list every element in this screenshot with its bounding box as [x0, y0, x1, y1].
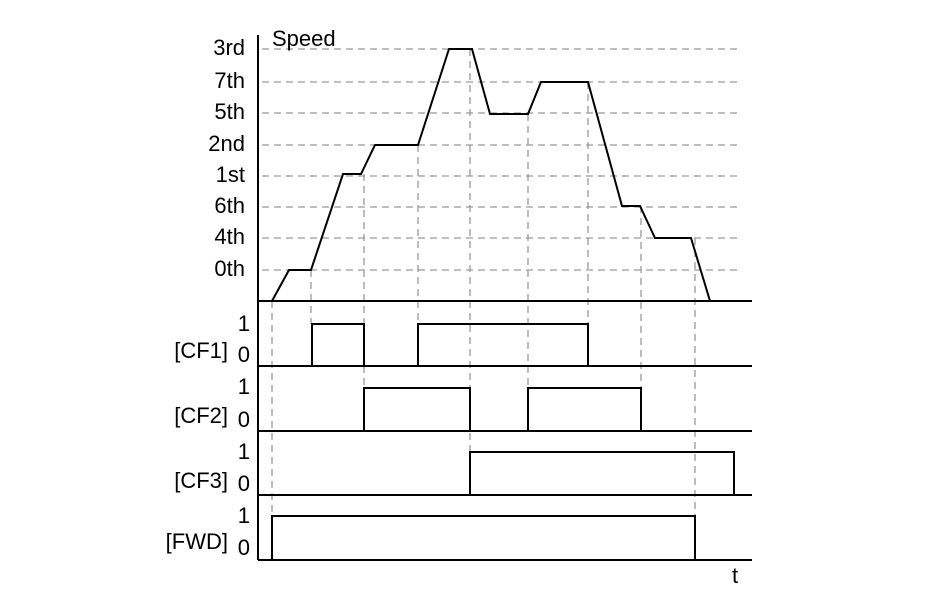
speed-title: Speed — [272, 26, 336, 51]
speed-level: 2nd — [208, 131, 245, 156]
signal-low: 0 — [238, 407, 250, 432]
cf1-wave — [311, 323, 589, 366]
signal-high: 1 — [238, 374, 250, 399]
signal-high: 1 — [238, 439, 250, 464]
speed-level: 4th — [214, 224, 245, 249]
signal-low: 0 — [238, 342, 250, 367]
axes — [257, 35, 752, 561]
signal-label: [FWD] — [166, 529, 228, 554]
speed-level: 1st — [216, 162, 245, 187]
speed-level: 3rd — [213, 35, 245, 60]
speed-level: 5th — [214, 99, 245, 124]
speed-level: 6th — [214, 193, 245, 218]
signal-low: 0 — [238, 535, 250, 560]
signal-label: [CF1] — [174, 338, 228, 363]
signal-label: [CF3] — [174, 468, 228, 493]
speed-level: 0th — [214, 256, 245, 281]
fwd-wave — [271, 515, 696, 560]
signal-low: 0 — [238, 471, 250, 496]
cf2-wave — [363, 387, 642, 431]
guide-lines — [262, 48, 740, 516]
signal-label: [CF2] — [174, 403, 228, 428]
signal-high: 1 — [238, 503, 250, 528]
time-label: t — [732, 563, 738, 588]
cf3-wave — [469, 451, 735, 495]
speed-curve — [271, 48, 711, 302]
speed-level: 7th — [214, 68, 245, 93]
signal-high: 1 — [238, 311, 250, 336]
